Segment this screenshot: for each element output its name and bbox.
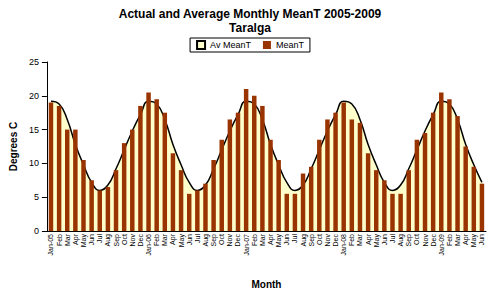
svg-text:Mar: Mar	[64, 233, 71, 246]
svg-text:Nov: Nov	[422, 234, 429, 247]
svg-text:Jul: Jul	[291, 234, 298, 243]
svg-text:May: May	[373, 234, 381, 248]
svg-text:Sep: Sep	[113, 234, 121, 247]
svg-text:0: 0	[34, 226, 39, 236]
svg-text:25: 25	[29, 57, 39, 67]
svg-text:Oct: Oct	[121, 234, 128, 245]
svg-text:May: May	[178, 234, 186, 248]
svg-text:May: May	[470, 234, 478, 248]
svg-text:Feb: Feb	[153, 234, 160, 246]
svg-text:Jul: Jul	[194, 234, 201, 243]
svg-text:Feb: Feb	[251, 234, 258, 246]
svg-text:Nov: Nov	[129, 234, 136, 247]
svg-text:Dec: Dec	[234, 234, 241, 247]
svg-text:Nov: Nov	[324, 234, 331, 247]
svg-text:Oct: Oct	[316, 234, 323, 245]
svg-text:5: 5	[34, 192, 39, 202]
svg-text:Apr: Apr	[365, 233, 373, 245]
svg-text:Apr: Apr	[169, 233, 177, 245]
svg-text:Jun: Jun	[186, 234, 193, 245]
svg-text:20: 20	[29, 91, 39, 101]
svg-text:Jun: Jun	[478, 234, 485, 245]
svg-text:Dec: Dec	[332, 234, 339, 247]
svg-text:Month: Month	[251, 279, 281, 290]
svg-text:Feb: Feb	[56, 234, 63, 246]
svg-text:Apr: Apr	[462, 233, 470, 245]
svg-text:Jun: Jun	[283, 234, 290, 245]
svg-text:Jun: Jun	[88, 234, 95, 245]
svg-text:Apr: Apr	[72, 233, 80, 245]
svg-text:Aug: Aug	[397, 234, 405, 247]
svg-text:15: 15	[29, 125, 39, 135]
svg-text:Jun: Jun	[381, 234, 388, 245]
svg-text:May: May	[80, 234, 88, 248]
svg-text:10: 10	[29, 158, 39, 168]
svg-text:Aug: Aug	[202, 234, 210, 247]
svg-text:MeanT: MeanT	[276, 40, 305, 50]
svg-text:Degrees C: Degrees C	[8, 122, 19, 171]
svg-text:Aug: Aug	[300, 234, 308, 247]
svg-text:Jan-07: Jan-07	[243, 234, 250, 256]
svg-text:Mar: Mar	[161, 233, 168, 246]
svg-text:Mar: Mar	[454, 233, 461, 246]
svg-text:Oct: Oct	[413, 234, 420, 245]
svg-text:Jan-05: Jan-05	[47, 234, 54, 256]
svg-text:May: May	[275, 234, 283, 248]
svg-text:Sep: Sep	[308, 234, 316, 247]
svg-text:Jan-09: Jan-09	[438, 234, 445, 256]
svg-text:Jan-06: Jan-06	[145, 234, 152, 256]
svg-text:Feb: Feb	[446, 234, 453, 246]
svg-text:Oct: Oct	[218, 234, 225, 245]
svg-text:Dec: Dec	[430, 234, 437, 247]
svg-text:Actual and Average Monthly Mea: Actual and Average Monthly MeanT 2005-20…	[119, 7, 382, 21]
svg-text:Jul: Jul	[96, 234, 103, 243]
svg-text:Jan-08: Jan-08	[340, 234, 347, 256]
svg-text:Aug: Aug	[104, 234, 112, 247]
svg-text:Jul: Jul	[389, 234, 396, 243]
svg-text:Mar: Mar	[356, 233, 363, 246]
svg-text:Taralga: Taralga	[229, 21, 271, 35]
svg-text:Nov: Nov	[226, 234, 233, 247]
svg-text:Mar: Mar	[259, 233, 266, 246]
svg-text:Av MeanT: Av MeanT	[210, 40, 251, 50]
svg-text:Apr: Apr	[267, 233, 275, 245]
svg-text:Feb: Feb	[348, 234, 355, 246]
svg-text:Sep: Sep	[405, 234, 413, 247]
svg-text:Sep: Sep	[210, 234, 218, 247]
svg-text:Dec: Dec	[137, 234, 144, 247]
